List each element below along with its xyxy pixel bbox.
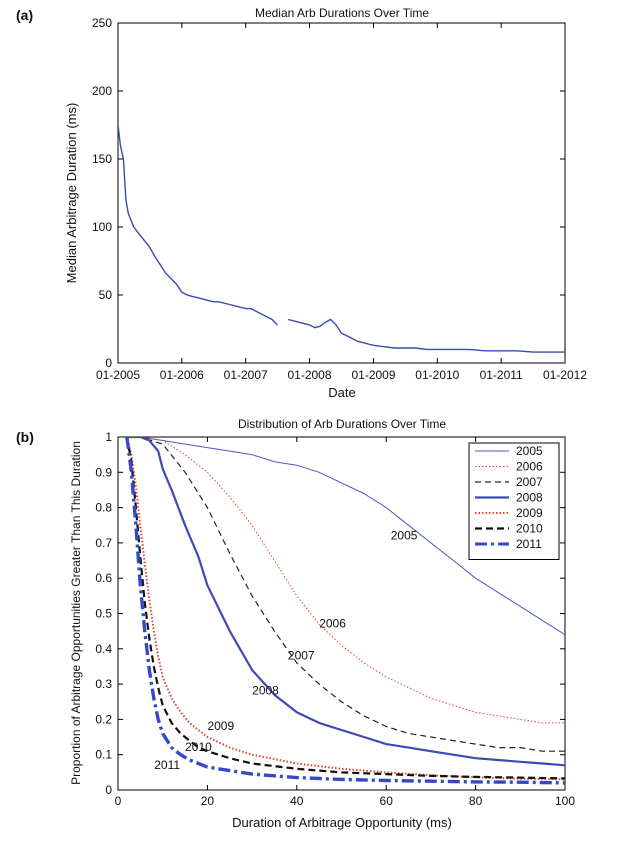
y-tick-label: 1 <box>105 430 112 444</box>
x-tick-label: 01-2010 <box>415 368 459 382</box>
legend-label: 2006 <box>516 460 543 474</box>
panel-b-y-ticks: 0 0.1 0.2 0.3 0.4 0.5 0.6 0.7 0.8 0.9 1 <box>95 430 565 797</box>
series-line-2010 <box>125 437 565 780</box>
x-tick-label: 40 <box>290 794 304 808</box>
panel-a-series <box>118 124 565 353</box>
curve-label: 2010 <box>185 740 212 754</box>
y-tick-label: 0.6 <box>95 571 112 585</box>
curve-label: 2009 <box>207 719 234 733</box>
y-tick-label: 100 <box>92 220 112 234</box>
panel-a-y-axis-title: Median Arbitrage Duration (ms) <box>64 103 79 284</box>
y-tick-label: 0.7 <box>95 536 112 550</box>
panel-b-annotations: 2005 2006 2007 2008 2009 2010 2011 <box>154 528 417 771</box>
x-tick-label: 01-2005 <box>96 368 140 382</box>
series-line-2005 <box>126 437 565 636</box>
panel-b-series <box>125 437 565 785</box>
x-tick-label: 80 <box>469 794 483 808</box>
curve-label: 2007 <box>288 648 315 662</box>
legend-label: 2009 <box>516 506 543 520</box>
panel-b-x-ticks: 0 20 40 60 80 100 <box>115 437 575 808</box>
x-tick-label: 01-2006 <box>160 368 204 382</box>
panel-b: (b) Distribution of Arb Durations Over T… <box>16 417 575 830</box>
curve-label: 2011 <box>154 758 180 772</box>
curve-label: 2005 <box>391 528 418 542</box>
panel-a-y-ticks: 0 50 100 150 200 250 <box>92 16 565 370</box>
y-tick-label: 250 <box>92 16 112 30</box>
y-tick-label: 0.1 <box>95 748 112 762</box>
panel-b-title: Distribution of Arb Durations Over Time <box>238 417 446 431</box>
panel-b-tag: (b) <box>16 429 34 445</box>
curve-label: 2008 <box>252 684 279 698</box>
legend-box <box>468 442 560 560</box>
x-tick-label: 01-2012 <box>543 368 587 382</box>
y-tick-label: 0.8 <box>95 501 112 515</box>
y-tick-label: 0 <box>105 356 112 370</box>
legend-label: 2008 <box>516 491 543 505</box>
series-line-2007 <box>126 437 565 752</box>
series-line-2011 <box>125 437 565 785</box>
panel-a-title: Median Arb Durations Over Time <box>255 6 429 20</box>
panel-a-tag: (a) <box>16 7 33 23</box>
panel-b-y-axis-title: Proportion of Arbitrage Opportunities Gr… <box>69 441 83 785</box>
y-tick-label: 150 <box>92 152 112 166</box>
x-tick-label: 20 <box>201 794 215 808</box>
y-tick-label: 0.3 <box>95 677 112 691</box>
panel-a-x-axis-title: Date <box>328 385 355 400</box>
panel-b-x-axis-title: Duration of Arbitrage Opportunity (ms) <box>232 815 452 830</box>
x-tick-label: 01-2007 <box>224 368 268 382</box>
series-line-2008 <box>126 437 565 767</box>
panel-a-plot-area <box>117 22 566 364</box>
x-tick-label: 01-2008 <box>287 368 331 382</box>
y-tick-label: 0.4 <box>95 642 112 656</box>
legend-label: 2007 <box>516 475 543 489</box>
x-tick-label: 01-2011 <box>480 368 523 382</box>
series-line-2006 <box>126 437 565 724</box>
legend-label: 2005 <box>516 444 543 458</box>
x-tick-label: 60 <box>380 794 394 808</box>
curve-label: 2006 <box>319 617 346 631</box>
y-tick-label: 0 <box>105 783 112 797</box>
y-tick-label: 50 <box>99 288 113 302</box>
y-tick-label: 0.9 <box>95 465 112 479</box>
x-tick-label: 01-2009 <box>351 368 395 382</box>
y-tick-label: 200 <box>92 84 112 98</box>
y-tick-label: 0.2 <box>95 712 112 726</box>
legend-label: 2010 <box>516 522 543 536</box>
median-duration-line <box>118 124 278 326</box>
x-tick-label: 100 <box>555 794 575 808</box>
y-tick-label: 0.5 <box>95 607 112 621</box>
panel-a-x-ticks: 01-2005 01-2006 01-2007 01-2008 01-2009 01-20… <box>96 23 587 382</box>
legend-label: 2011 <box>516 537 542 551</box>
median-duration-line <box>288 318 565 353</box>
x-tick-label: 0 <box>115 794 122 808</box>
panel-a: (a) Median Arb Durations Over Time 0 50 10… <box>16 6 587 400</box>
